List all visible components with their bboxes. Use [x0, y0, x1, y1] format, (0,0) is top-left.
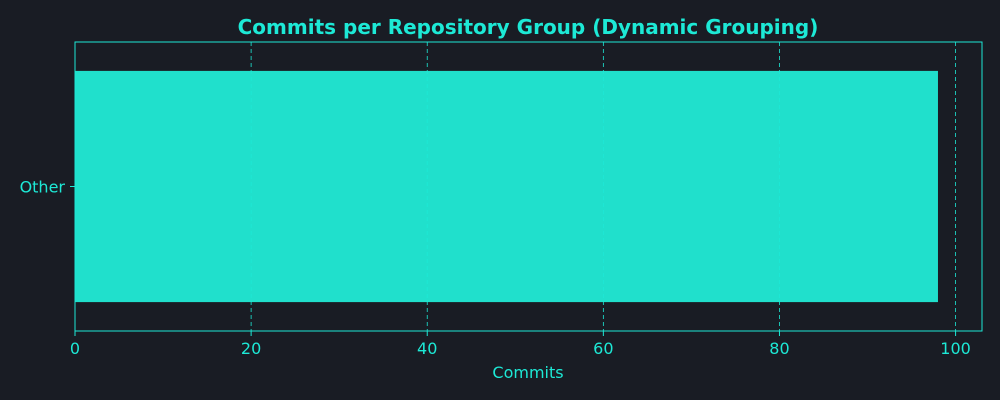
- x-axis: 0 20 40 60 80 100: [70, 331, 971, 358]
- x-tick-label: 100: [940, 339, 971, 358]
- y-tick-label: Other: [20, 178, 66, 197]
- bars: [75, 70, 938, 303]
- bar-other: [75, 70, 938, 303]
- x-tick-label: 40: [417, 339, 437, 358]
- y-axis: Other: [20, 178, 75, 197]
- x-axis-label: Commits: [492, 363, 563, 382]
- x-tick-label: 80: [769, 339, 789, 358]
- x-tick-label: 20: [241, 339, 261, 358]
- grid-lines: [250, 42, 956, 331]
- chart-title: Commits per Repository Group (Dynamic Gr…: [238, 15, 819, 39]
- x-tick-label: 0: [70, 339, 80, 358]
- x-tick-label: 60: [593, 339, 613, 358]
